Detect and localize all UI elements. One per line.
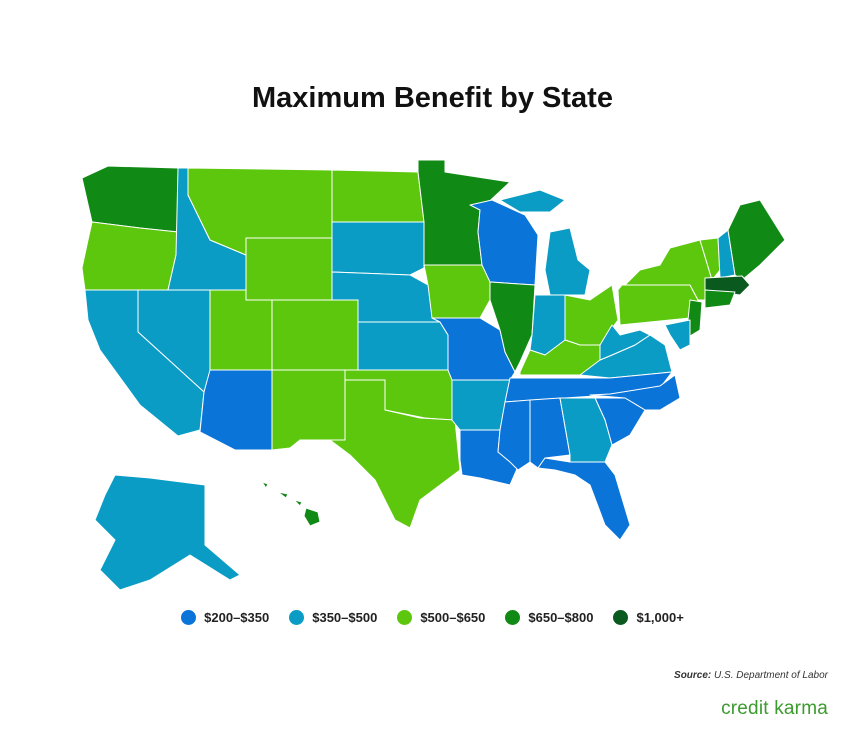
legend-label: $650–$800	[528, 610, 594, 625]
state	[293, 499, 303, 507]
legend-item: $650–$800	[505, 610, 593, 625]
legend-swatch	[181, 610, 197, 625]
state	[499, 189, 566, 213]
source: Source: U.S. Department of Labor	[674, 670, 828, 681]
state	[277, 491, 289, 499]
legend: $200–$350 $350–$500 $500–$650 $650–$800 $1,0…	[0, 610, 865, 625]
state	[299, 379, 461, 529]
state	[704, 289, 736, 309]
state	[727, 199, 786, 281]
legend-item: $1,000+	[613, 610, 684, 625]
legend-swatch	[505, 610, 521, 625]
state	[245, 237, 333, 301]
state	[84, 289, 205, 437]
state	[94, 474, 241, 591]
logo: credit karma	[721, 698, 828, 719]
state	[357, 321, 449, 371]
legend-swatch	[613, 610, 629, 625]
state	[81, 221, 179, 291]
state	[687, 299, 703, 337]
legend-item: $200–$350	[181, 610, 269, 625]
state	[209, 289, 273, 371]
state	[331, 169, 425, 223]
state	[544, 227, 591, 296]
states	[81, 159, 786, 591]
title: Maximum Benefit by State	[252, 82, 613, 114]
state	[537, 457, 631, 541]
state	[261, 481, 269, 489]
legend-label: $1,000+	[636, 610, 684, 625]
state	[519, 339, 611, 376]
legend-label: $500–$650	[420, 610, 486, 625]
state	[599, 324, 651, 361]
state	[559, 397, 613, 463]
state	[423, 264, 493, 319]
legend-item: $500–$650	[397, 610, 485, 625]
legend-swatch	[397, 610, 413, 625]
legend-item: $350–$500	[289, 610, 377, 625]
legend-swatch	[289, 610, 305, 625]
state	[303, 507, 321, 527]
source-label: Source:	[674, 670, 712, 681]
state	[199, 369, 273, 451]
state	[271, 369, 346, 451]
legend-label: $200–$350	[204, 610, 270, 625]
state	[664, 319, 691, 351]
legend-label: $350–$500	[312, 610, 378, 625]
source-text: U.S. Department of Labor	[714, 670, 828, 681]
state	[331, 221, 425, 276]
state	[271, 299, 359, 371]
state	[617, 284, 699, 326]
